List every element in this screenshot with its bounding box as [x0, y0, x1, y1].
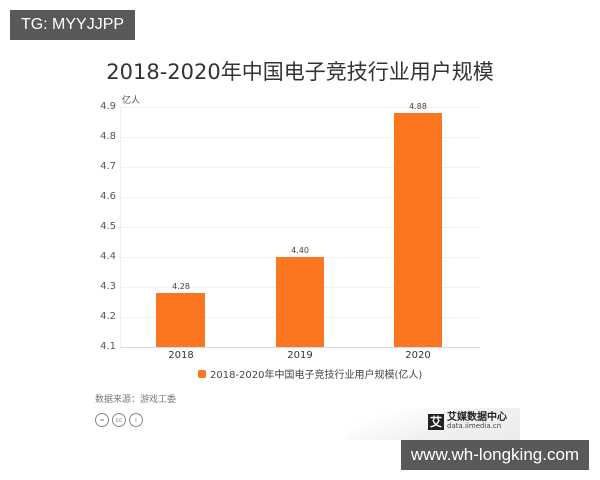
y-tick: 4.6 [100, 191, 116, 202]
bar-value-label: 4.40 [291, 246, 309, 255]
license-icons: = cc i [95, 413, 143, 427]
cc-nd-icon: = [95, 413, 109, 427]
gridline [120, 197, 480, 198]
bar-value-label: 4.88 [409, 102, 427, 111]
watermark-top-badge: TG: MYYJJPP [10, 10, 135, 40]
y-tick: 4.5 [100, 221, 116, 232]
gridline [120, 137, 480, 138]
bar-value-label: 4.28 [172, 282, 190, 291]
legend-swatch-icon [198, 369, 206, 378]
y-tick: 4.1 [100, 341, 116, 352]
y-axis-unit: 亿人 [122, 96, 141, 106]
bar-2018 [156, 293, 205, 347]
x-axis-line [120, 347, 480, 348]
x-tick: 2018 [168, 350, 194, 361]
iimedia-logo-icon: 艾 [428, 413, 444, 430]
data-source-note: 数据来源：游戏工委 [95, 395, 177, 405]
y-axis-line [120, 107, 121, 347]
watermark-bottom-badge: www.wh-longking.com [401, 440, 589, 470]
iimedia-logo: 艾 艾媒数据中心 data.iimedia.cn [428, 413, 507, 430]
bar-2019 [276, 257, 324, 347]
y-tick: 4.2 [100, 311, 116, 322]
y-tick: 4.9 [100, 101, 116, 112]
logo-en-text: data.iimedia.cn [447, 422, 502, 430]
logo-cn-text: 艾媒数据中心 [447, 412, 507, 423]
chart-legend: 2018-2020年中国电子竞技行业用户规模(亿人) [198, 366, 422, 381]
y-tick: 4.3 [100, 281, 116, 292]
y-tick: 4.7 [100, 161, 116, 172]
gridline [120, 167, 480, 168]
gridline [120, 107, 480, 108]
bar-2020 [394, 113, 442, 347]
legend-label: 2018-2020年中国电子竞技行业用户规模(亿人) [210, 370, 423, 381]
y-tick: 4.4 [100, 251, 116, 262]
gridline [120, 227, 480, 228]
x-tick: 2020 [405, 350, 431, 361]
y-tick: 4.8 [100, 131, 116, 142]
plot-area: 4.28 4.40 4.88 [120, 102, 480, 348]
cc-by-icon: i [129, 413, 143, 427]
cc-icon: cc [112, 413, 126, 427]
x-tick: 2019 [287, 350, 313, 361]
chart-title: 2018-2020年中国电子竞技行业用户规模 [106, 60, 494, 84]
